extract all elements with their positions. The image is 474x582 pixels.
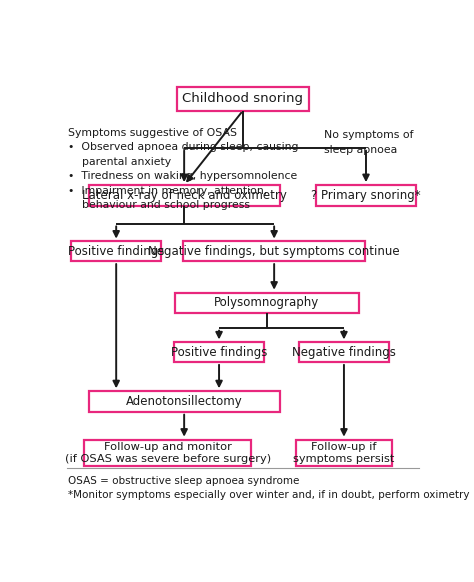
Text: *Monitor symptoms especially over winter and, if in doubt, perform oximetry: *Monitor symptoms especially over winter… bbox=[68, 490, 470, 500]
Text: Positive findings: Positive findings bbox=[171, 346, 267, 359]
FancyBboxPatch shape bbox=[89, 391, 280, 412]
Text: ? Primary snoring*: ? Primary snoring* bbox=[311, 189, 421, 202]
FancyBboxPatch shape bbox=[316, 185, 416, 205]
Text: Childhood snoring: Childhood snoring bbox=[182, 93, 303, 105]
Text: Symptoms suggestive of OSAS
•  Observed apnoea during sleep, causing
    parenta: Symptoms suggestive of OSAS • Observed a… bbox=[68, 128, 299, 210]
Text: No symptoms of
sleep apnoea: No symptoms of sleep apnoea bbox=[324, 130, 413, 155]
Text: Follow-up if
symptoms persist: Follow-up if symptoms persist bbox=[293, 442, 395, 464]
Text: Follow-up and monitor
(if OSAS was severe before surgery): Follow-up and monitor (if OSAS was sever… bbox=[64, 442, 271, 464]
Text: Negative findings: Negative findings bbox=[292, 346, 396, 359]
FancyBboxPatch shape bbox=[177, 87, 309, 111]
Text: Negative findings, but symptoms continue: Negative findings, but symptoms continue bbox=[148, 245, 400, 258]
Text: OSAS = obstructive sleep apnoea syndrome: OSAS = obstructive sleep apnoea syndrome bbox=[68, 476, 300, 487]
Text: Adenotonsillectomy: Adenotonsillectomy bbox=[126, 395, 243, 408]
FancyBboxPatch shape bbox=[299, 342, 389, 362]
FancyBboxPatch shape bbox=[84, 439, 251, 466]
FancyBboxPatch shape bbox=[175, 293, 359, 313]
FancyBboxPatch shape bbox=[183, 242, 365, 261]
FancyBboxPatch shape bbox=[71, 242, 161, 261]
Text: Lateral x-ray of neck and oximetry: Lateral x-ray of neck and oximetry bbox=[82, 189, 287, 202]
FancyBboxPatch shape bbox=[174, 342, 264, 362]
FancyBboxPatch shape bbox=[89, 185, 280, 205]
FancyBboxPatch shape bbox=[296, 439, 392, 466]
Text: Polysomnography: Polysomnography bbox=[214, 296, 319, 310]
Text: Positive findings: Positive findings bbox=[68, 245, 164, 258]
